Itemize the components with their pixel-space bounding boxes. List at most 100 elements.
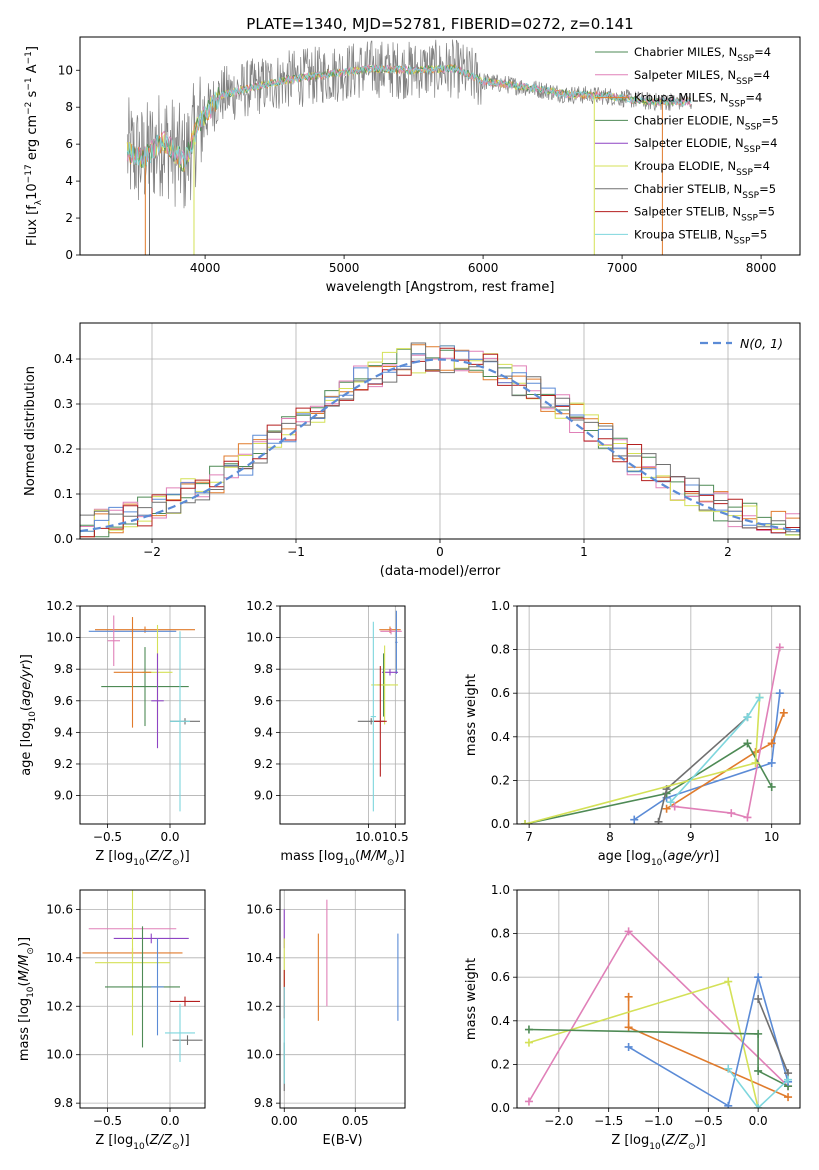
y-tick-label: 0.3: [54, 397, 73, 411]
y-tick-label: 10.0: [246, 1048, 273, 1062]
y-tick-label: 0.4: [491, 1014, 510, 1028]
x-axis-label-part: (data-model)/error: [380, 564, 501, 579]
legend-entry-name: Kroupa STELIB, N: [634, 227, 734, 241]
y-tick-label: 0.4: [54, 352, 73, 366]
x-tick-label: −1: [287, 545, 305, 559]
weight-point-marker: [775, 689, 784, 698]
axes-frame: [516, 605, 801, 825]
histogram-step: [80, 342, 800, 539]
y-tick-label: 8: [65, 100, 73, 114]
legend-entry-sub: SSP: [741, 214, 758, 224]
weight-point-marker: [724, 1101, 733, 1108]
y-axis-label-part: Flux [f: [25, 205, 40, 246]
y-axis-label-part: ]: [25, 46, 40, 51]
weight-point-marker: [524, 1038, 533, 1047]
y-tick-label: 0.0: [491, 817, 510, 831]
y-tick-label: 9.2: [54, 757, 73, 771]
x-axis-label-part: 10: [133, 1142, 145, 1152]
y-tick-label: 4: [65, 174, 73, 188]
y-axis-label: mass weight: [464, 958, 479, 1040]
y-tick-label: 10.4: [46, 951, 73, 965]
y-tick-label: 0.2: [491, 773, 510, 787]
x-tick-label: 10.0: [355, 830, 382, 844]
y-tick-label: 10.0: [46, 631, 73, 645]
legend-entry: Salpeter STELIB, NSSP=5: [634, 205, 775, 224]
weight-point-marker: [767, 782, 776, 791]
y-tick-label: 10: [58, 63, 73, 77]
legend-entry-n: =5: [750, 227, 767, 241]
x-axis-label-part: 10: [651, 858, 663, 868]
legend-entry: Chabrier MILES, NSSP=4: [634, 45, 771, 64]
weight-point-marker: [724, 977, 733, 986]
weight-point-marker: [662, 804, 671, 813]
weight-point-marker: [767, 739, 776, 748]
weight-point-marker: [666, 798, 675, 807]
x-axis-label: Z [log10(Z/Z⊙)]: [95, 1133, 189, 1152]
legend-entry: Salpeter ELODIE, NSSP=4: [634, 136, 777, 155]
y-tick-label: 10.2: [46, 999, 73, 1013]
weight-series-line: [528, 1028, 789, 1087]
x-axis-label: (data-model)/error: [380, 564, 501, 579]
x-axis-label-part: ⊙: [688, 1142, 696, 1152]
x-tick-label: 7: [525, 830, 533, 844]
y-axis-label-part: −1: [24, 77, 34, 90]
y-axis-label-part: −1: [24, 51, 34, 64]
x-tick-label: 0: [436, 545, 444, 559]
y-axis-label-part: )]: [17, 937, 32, 947]
x-axis-label-part: (: [662, 849, 667, 864]
y-tick-label: 0.8: [491, 643, 510, 657]
legend-entry-name: Chabrier ELODIE, N: [634, 113, 745, 127]
legend-entry-sub: SSP: [729, 100, 746, 110]
x-axis-label-part: 10: [649, 1142, 661, 1152]
weight-point-marker: [724, 1064, 733, 1073]
y-tick-label: 0.2: [491, 1057, 510, 1071]
weight-point-marker: [624, 1042, 633, 1051]
panel-3: −0.5 0.09.09.29.49.69.810.010.2Z [log10(Z…: [19, 599, 206, 868]
y-axis-label-part: mass weight: [464, 674, 479, 756]
y-tick-label: 0.6: [491, 686, 510, 700]
y-axis-label-part: age [log: [19, 723, 34, 776]
x-axis-label-part: (: [145, 1133, 150, 1148]
panel-8: −2.0 −1.5 −1.0 −0.5 0.0 0.0 0.2 0.4 0.6 0.8 1.0 Z […: [464, 883, 801, 1152]
weight-point-marker: [727, 809, 736, 818]
weight-point-marker: [779, 708, 788, 717]
weight-series-line: [757, 998, 789, 1074]
x-axis-label-part: wavelength [Angstrom, rest frame]: [326, 280, 555, 295]
weight-point-marker: [743, 813, 752, 822]
weight-point-marker: [754, 1029, 763, 1038]
x-tick-label: 9: [687, 830, 695, 844]
y-tick-label: 10.2: [46, 599, 73, 613]
legend-entry-n: =4: [761, 136, 778, 150]
x-tick-label: −1.5: [594, 1114, 623, 1128]
x-tick-label: 5000: [329, 261, 360, 275]
plot-area: [524, 927, 793, 1108]
y-tick-label: 0.2: [54, 442, 73, 456]
y-axis-label-part: s: [25, 90, 40, 101]
plot-area: [88, 615, 200, 812]
y-axis-label: age [log10(age/yr)]: [19, 654, 38, 776]
plot-area: [357, 610, 402, 812]
x-axis-label-part: ⊙: [172, 858, 180, 868]
weight-series-line: [633, 693, 781, 821]
y-tick-label: 2: [65, 211, 73, 225]
x-axis-label-part: M/M: [360, 849, 387, 864]
weight-series-line: [628, 974, 789, 1108]
y-tick-label: 10.0: [46, 1048, 73, 1062]
legend-entry: Kroupa ELODIE, NSSP=4: [634, 159, 770, 178]
y-tick-label: 0: [65, 248, 73, 262]
y-tick-label: 0.1: [54, 487, 73, 501]
y-tick-label: 9.8: [254, 662, 273, 676]
x-axis-label: mass [log10(M/M⊙)]: [280, 849, 404, 868]
weight-point-marker: [524, 1097, 533, 1106]
y-axis-label: Flux [fλ10−17 erg cm−2 s−1 A−1]: [24, 46, 44, 246]
x-axis-label-part: 10: [344, 858, 356, 868]
y-axis-label: mass weight: [464, 674, 479, 756]
y-axis-label-part: erg cm: [25, 115, 40, 164]
y-axis-label-part: M/M: [17, 955, 32, 982]
x-tick-label: 10.5: [382, 830, 409, 844]
y-tick-label: 0.0: [491, 1101, 510, 1115]
weight-point-marker: [784, 1093, 793, 1102]
x-axis-label-part: (: [145, 849, 150, 864]
